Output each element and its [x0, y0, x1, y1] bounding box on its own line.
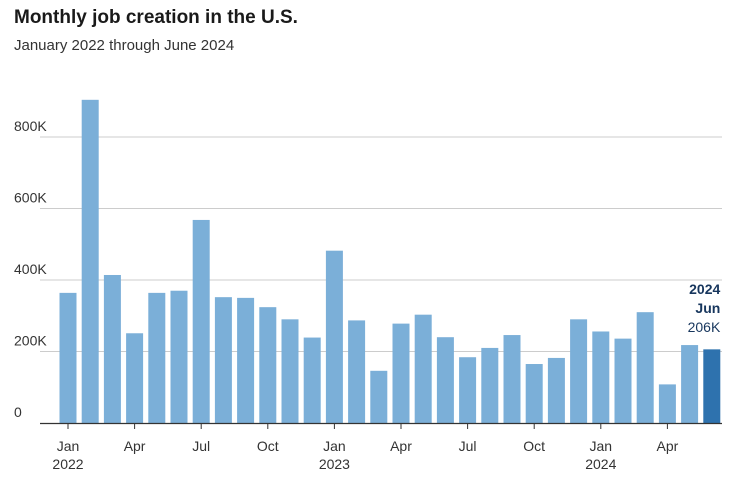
bar [503, 335, 521, 423]
highlight-month-label: Jun [695, 300, 720, 316]
bar [459, 357, 477, 423]
bar [703, 349, 721, 423]
x-tick-label-month: Oct [523, 438, 545, 454]
bar [192, 219, 210, 423]
bar [436, 337, 454, 423]
x-tick-label-month: Jul [459, 438, 477, 454]
y-tick-label: 600K [14, 190, 47, 206]
bar [547, 357, 565, 423]
bar [214, 297, 232, 423]
x-tick-label-year: 2023 [319, 456, 350, 472]
bar [259, 307, 277, 423]
x-tick-label-month: Jan [590, 438, 613, 454]
bar [392, 323, 410, 423]
bar [303, 337, 321, 423]
y-tick-label: 0 [14, 404, 22, 420]
y-tick-label: 800K [14, 118, 47, 134]
bar [681, 345, 699, 423]
bar [370, 370, 388, 423]
bar [658, 384, 676, 423]
x-tick-label-month: Apr [124, 438, 146, 454]
x-tick-label-month: Jan [323, 438, 346, 454]
bar [325, 250, 343, 423]
bar [103, 274, 121, 423]
x-tick-label-year: 2024 [585, 456, 616, 472]
x-tick-label-month: Apr [390, 438, 412, 454]
bar [281, 319, 299, 423]
chart-subtitle: January 2022 through June 2024 [14, 37, 235, 54]
bar [237, 297, 255, 423]
highlight-value-label: 206K [688, 319, 721, 335]
bar [170, 290, 188, 423]
x-tick-label-year: 2022 [52, 456, 83, 472]
bar [481, 347, 499, 423]
bar [348, 320, 366, 423]
bar [81, 99, 99, 423]
bar [614, 338, 632, 423]
y-tick-label: 400K [14, 261, 47, 277]
x-tick-label-month: Jul [192, 438, 210, 454]
bar [636, 312, 654, 423]
bar [525, 364, 543, 423]
x-tick-label-month: Apr [657, 438, 679, 454]
bar [148, 292, 166, 423]
y-tick-label: 200K [14, 333, 47, 349]
bar [592, 331, 610, 423]
bar [59, 292, 77, 423]
chart-title: Monthly job creation in the U.S. [14, 7, 298, 28]
bar [414, 314, 432, 423]
x-tick-label-month: Oct [257, 438, 279, 454]
bar [126, 333, 144, 423]
x-tick-label-month: Jan [57, 438, 80, 454]
bar [570, 319, 588, 423]
highlight-year-label: 2024 [689, 281, 720, 297]
